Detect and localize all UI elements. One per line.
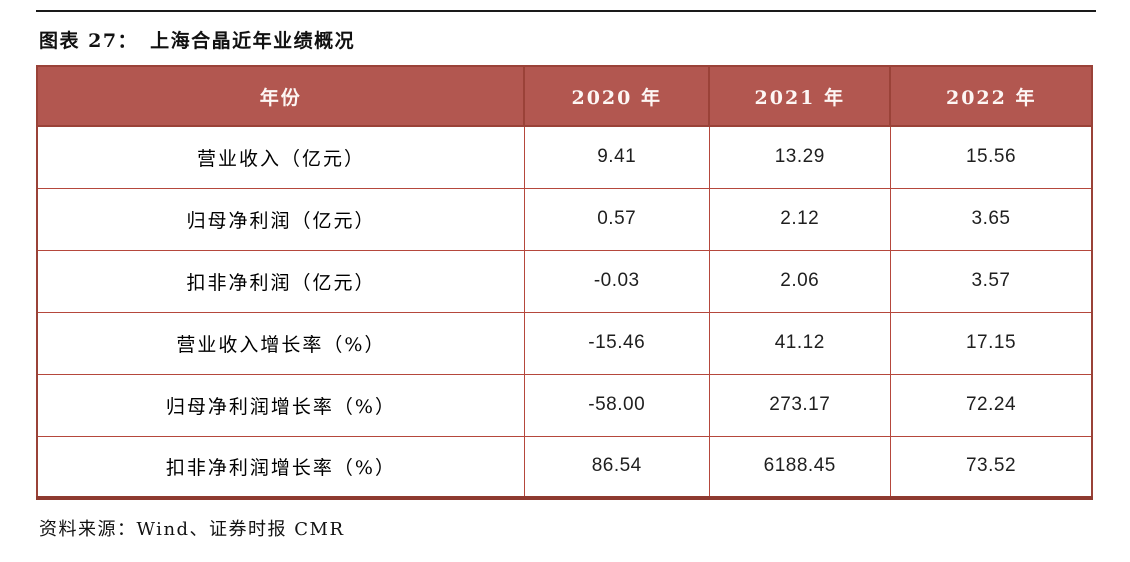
top-divider-rule xyxy=(36,10,1096,12)
value-cell: 41.12 xyxy=(708,311,891,375)
figure-title: 图表 27： 上海合晶近年业绩概况 xyxy=(39,26,355,53)
row-label: 扣非净利润（亿元） xyxy=(36,249,525,313)
value-cell: 17.15 xyxy=(889,311,1093,375)
column-header-2020: 2020 年 xyxy=(523,65,711,127)
source-note: 资料来源：Wind、证券时报 CMR xyxy=(39,519,345,540)
value-cell: 2.06 xyxy=(708,249,891,313)
table-row-adjusted-profit: 扣非净利润（亿元） -0.03 2.06 3.57 xyxy=(36,249,1093,313)
column-header-2022: 2022 年 xyxy=(889,65,1093,127)
value-cell: 3.65 xyxy=(889,187,1093,251)
value-cell: 13.29 xyxy=(708,125,891,189)
table-row-net-profit: 归母净利润（亿元） 0.57 2.12 3.65 xyxy=(36,187,1093,251)
row-label: 扣非净利润增长率（%） xyxy=(36,435,525,499)
table-header-row: 年份 2020 年 2021 年 2022 年 xyxy=(35,65,1093,127)
row-label: 营业收入（亿元） xyxy=(36,125,525,189)
column-header-metric: 年份 xyxy=(35,65,526,127)
figure-caption: 上海合晶近年业绩概况 xyxy=(150,30,356,52)
value-cell: 9.41 xyxy=(523,125,710,189)
table-row-revenue-growth: 营业收入增长率（%） -15.46 41.12 17.15 xyxy=(36,311,1093,375)
value-cell: -58.00 xyxy=(523,373,710,437)
row-label: 归母净利润增长率（%） xyxy=(36,373,525,437)
value-cell: 0.57 xyxy=(523,187,710,251)
value-cell: 2.12 xyxy=(708,187,891,251)
row-label: 归母净利润（亿元） xyxy=(36,187,525,251)
value-cell: 273.17 xyxy=(708,373,891,437)
table-row-adjusted-profit-growth: 扣非净利润增长率（%） 86.54 6188.45 73.52 xyxy=(36,435,1093,499)
value-cell: 73.52 xyxy=(889,435,1093,499)
value-cell: 3.57 xyxy=(889,249,1093,313)
value-cell: -15.46 xyxy=(523,311,710,375)
figure-number-label: 图表 27： xyxy=(39,30,139,52)
row-label: 营业收入增长率（%） xyxy=(36,311,525,375)
value-cell: 15.56 xyxy=(889,125,1093,189)
value-cell: 86.54 xyxy=(523,435,710,499)
table-row-net-profit-growth: 归母净利润增长率（%） -58.00 273.17 72.24 xyxy=(36,373,1093,437)
value-cell: -0.03 xyxy=(523,249,710,313)
column-header-2021: 2021 年 xyxy=(708,65,892,127)
performance-table: 年份 2020 年 2021 年 2022 年 营业收入（亿元） 9.41 13… xyxy=(35,65,1093,500)
table-row-revenue: 营业收入（亿元） 9.41 13.29 15.56 xyxy=(36,125,1093,189)
value-cell: 6188.45 xyxy=(708,435,891,499)
value-cell: 72.24 xyxy=(889,373,1093,437)
